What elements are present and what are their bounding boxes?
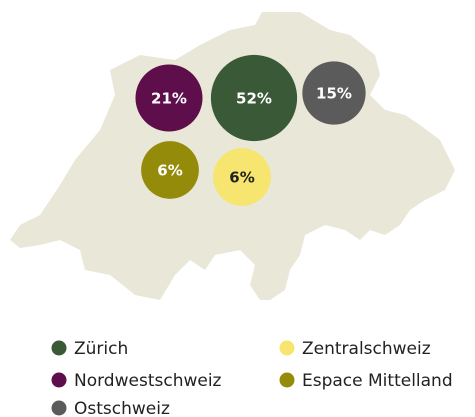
bubble: [302, 61, 366, 125]
legend-label: Espace Mittelland: [302, 371, 453, 391]
value-label: 6%: [229, 169, 254, 187]
bubble: [213, 148, 271, 206]
legend-swatch: [279, 340, 295, 356]
legend-label: Zentralschweiz: [302, 339, 431, 359]
value-label: 52%: [236, 90, 272, 108]
legend-label: Zürich: [74, 339, 128, 359]
legend-swatch: [51, 400, 67, 416]
legend-swatch: [279, 372, 295, 388]
bubble: [135, 64, 203, 132]
legend-label: Nordwestschweiz: [74, 371, 222, 391]
legend-label: Ostschweiz: [74, 399, 170, 417]
value-label: 6%: [157, 162, 182, 180]
bubble: [210, 54, 298, 142]
legend-swatch: [51, 340, 67, 356]
bubble: [141, 141, 199, 199]
value-label: 15%: [316, 85, 352, 103]
value-label: 21%: [151, 90, 187, 108]
legend-swatch: [51, 372, 67, 388]
